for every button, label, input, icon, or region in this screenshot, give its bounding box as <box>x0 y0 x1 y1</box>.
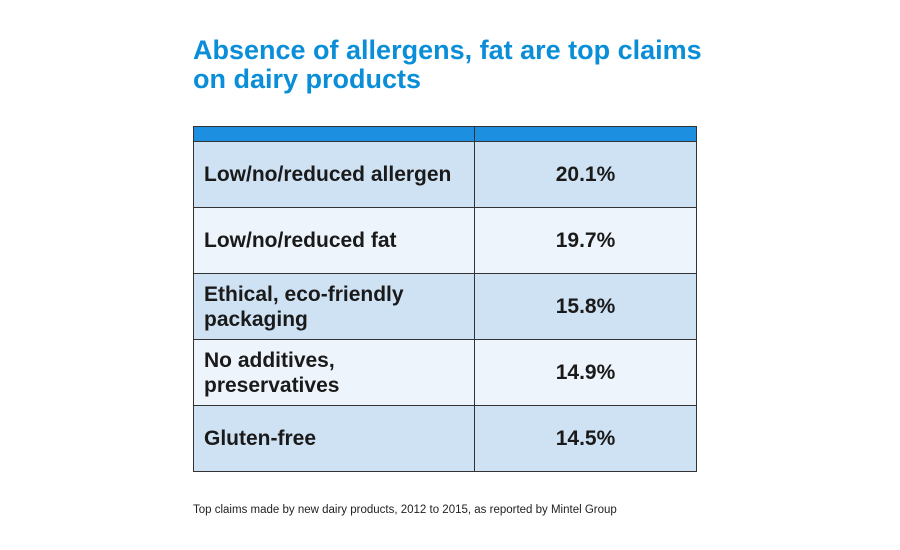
claim-cell: Low/no/reduced fat <box>193 207 475 274</box>
header-row <box>193 126 697 142</box>
title: Absence of allergens, fat are top claims… <box>193 35 702 94</box>
header-cell <box>193 126 475 142</box>
footnote: Top claims made by new dairy products, 2… <box>193 504 617 516</box>
table-body: Low/no/reduced allergen 20.1% Low/no/reduc… <box>193 141 697 472</box>
share-cell: 20.1% <box>474 141 697 208</box>
claim-cell: Ethical, eco-friendly packaging <box>193 273 475 340</box>
share-cell: 14.9% <box>474 339 697 406</box>
table-row: Ethical, eco-friendly packaging 15.8% <box>193 273 697 340</box>
table-row: Low/no/reduced fat 19.7% <box>193 207 697 274</box>
table-row: Gluten-free 14.5% <box>193 405 697 472</box>
table-row: Low/no/reduced allergen 20.1% <box>193 141 697 208</box>
share-cell: 15.8% <box>474 273 697 340</box>
claim-cell: Low/no/reduced allergen <box>193 141 475 208</box>
share-cell: 14.5% <box>474 405 697 472</box>
header-cell <box>474 126 697 142</box>
share-cell: 19.7% <box>474 207 697 274</box>
claims-table: Low/no/reduced allergen 20.1% Low/no/reduc… <box>193 126 697 472</box>
table-row: No additives, preservatives 14.9% <box>193 339 697 406</box>
claim-cell: No additives, preservatives <box>193 339 475 406</box>
claim-cell: Gluten-free <box>193 405 475 472</box>
